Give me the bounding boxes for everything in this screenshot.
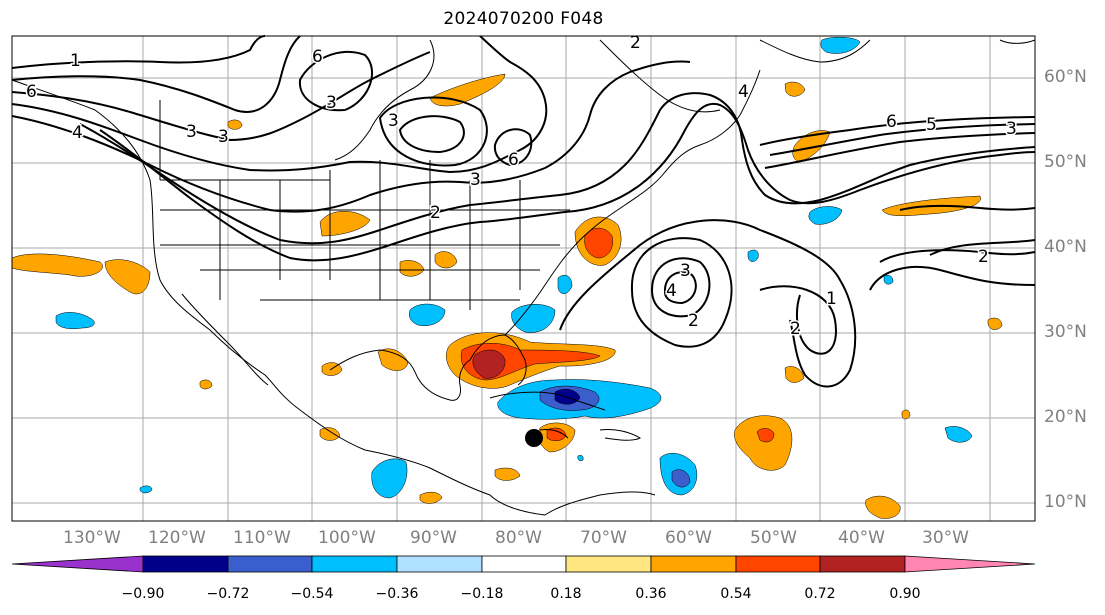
longitude-label: 130°W xyxy=(63,528,121,548)
latitude-label: 10°N xyxy=(1044,492,1087,512)
contour-label: 3 xyxy=(388,111,399,131)
longitude-label: 110°W xyxy=(233,528,291,548)
colorbar-tick: 0.36 xyxy=(635,586,667,602)
longitude-label: 40°W xyxy=(838,528,885,548)
positive-anomalies xyxy=(11,73,1003,519)
contour-label: 4 xyxy=(738,82,749,102)
contour-label: 3 xyxy=(680,261,691,281)
latitude-label: 60°N xyxy=(1044,67,1087,87)
contour-label: 6 xyxy=(26,82,37,102)
contour-label: 3 xyxy=(186,122,197,142)
longitude-label: 100°W xyxy=(318,528,376,548)
contour-label: 2 xyxy=(630,33,641,53)
contour-label: 3 xyxy=(1006,119,1017,139)
colorbar-tick: −0.54 xyxy=(290,586,334,602)
longitude-label: 80°W xyxy=(495,528,542,548)
latitude-label: 50°N xyxy=(1044,152,1087,172)
contour-label: 2 xyxy=(688,311,699,331)
longitude-label: 50°W xyxy=(750,528,797,548)
contour-label: 2 xyxy=(430,203,441,223)
contour-label: 1 xyxy=(70,51,81,71)
longitude-label: 70°W xyxy=(580,528,627,548)
latitude-label: 30°N xyxy=(1044,322,1087,342)
contour-label: 4 xyxy=(666,281,677,301)
map-frame xyxy=(11,35,1036,522)
latitude-label: 40°N xyxy=(1044,237,1087,257)
latitude-label: 20°N xyxy=(1044,407,1087,427)
colorbar xyxy=(11,555,1036,573)
colorbar-tick: −0.90 xyxy=(121,586,165,602)
colorbar-tick: −0.72 xyxy=(206,586,250,602)
longitude-label: 90°W xyxy=(410,528,457,548)
colorbar-tick: −0.36 xyxy=(375,586,419,602)
colorbar-tick: 0.72 xyxy=(804,586,836,602)
contour-label: 3 xyxy=(218,127,229,147)
graticule xyxy=(12,36,1035,521)
contour-label: 1 xyxy=(826,289,837,309)
longitude-label: 120°W xyxy=(148,528,206,548)
contour-lines xyxy=(11,35,1036,388)
contour-label: 6 xyxy=(886,112,897,132)
contour-label: 3 xyxy=(326,93,337,113)
map-title: 2024070200 F048 xyxy=(443,9,604,29)
storm-position-marker xyxy=(525,429,543,447)
contour-label: 6 xyxy=(312,47,323,67)
longitude-label: 60°W xyxy=(665,528,712,548)
colorbar-tick: 0.90 xyxy=(889,586,921,602)
contour-label: 3 xyxy=(470,170,481,190)
contour-label: 6 xyxy=(508,150,519,170)
longitude-label: 30°W xyxy=(922,528,969,548)
colorbar-tick: 0.18 xyxy=(550,586,582,602)
contour-label: 2 xyxy=(978,247,989,267)
contour-label: 5 xyxy=(926,115,937,135)
contour-label: 4 xyxy=(72,123,83,143)
colorbar-tick: −0.18 xyxy=(460,586,504,602)
colorbar-tick: 0.54 xyxy=(720,586,752,602)
contour-label: 2 xyxy=(790,319,801,339)
negative-anomalies xyxy=(55,37,973,499)
